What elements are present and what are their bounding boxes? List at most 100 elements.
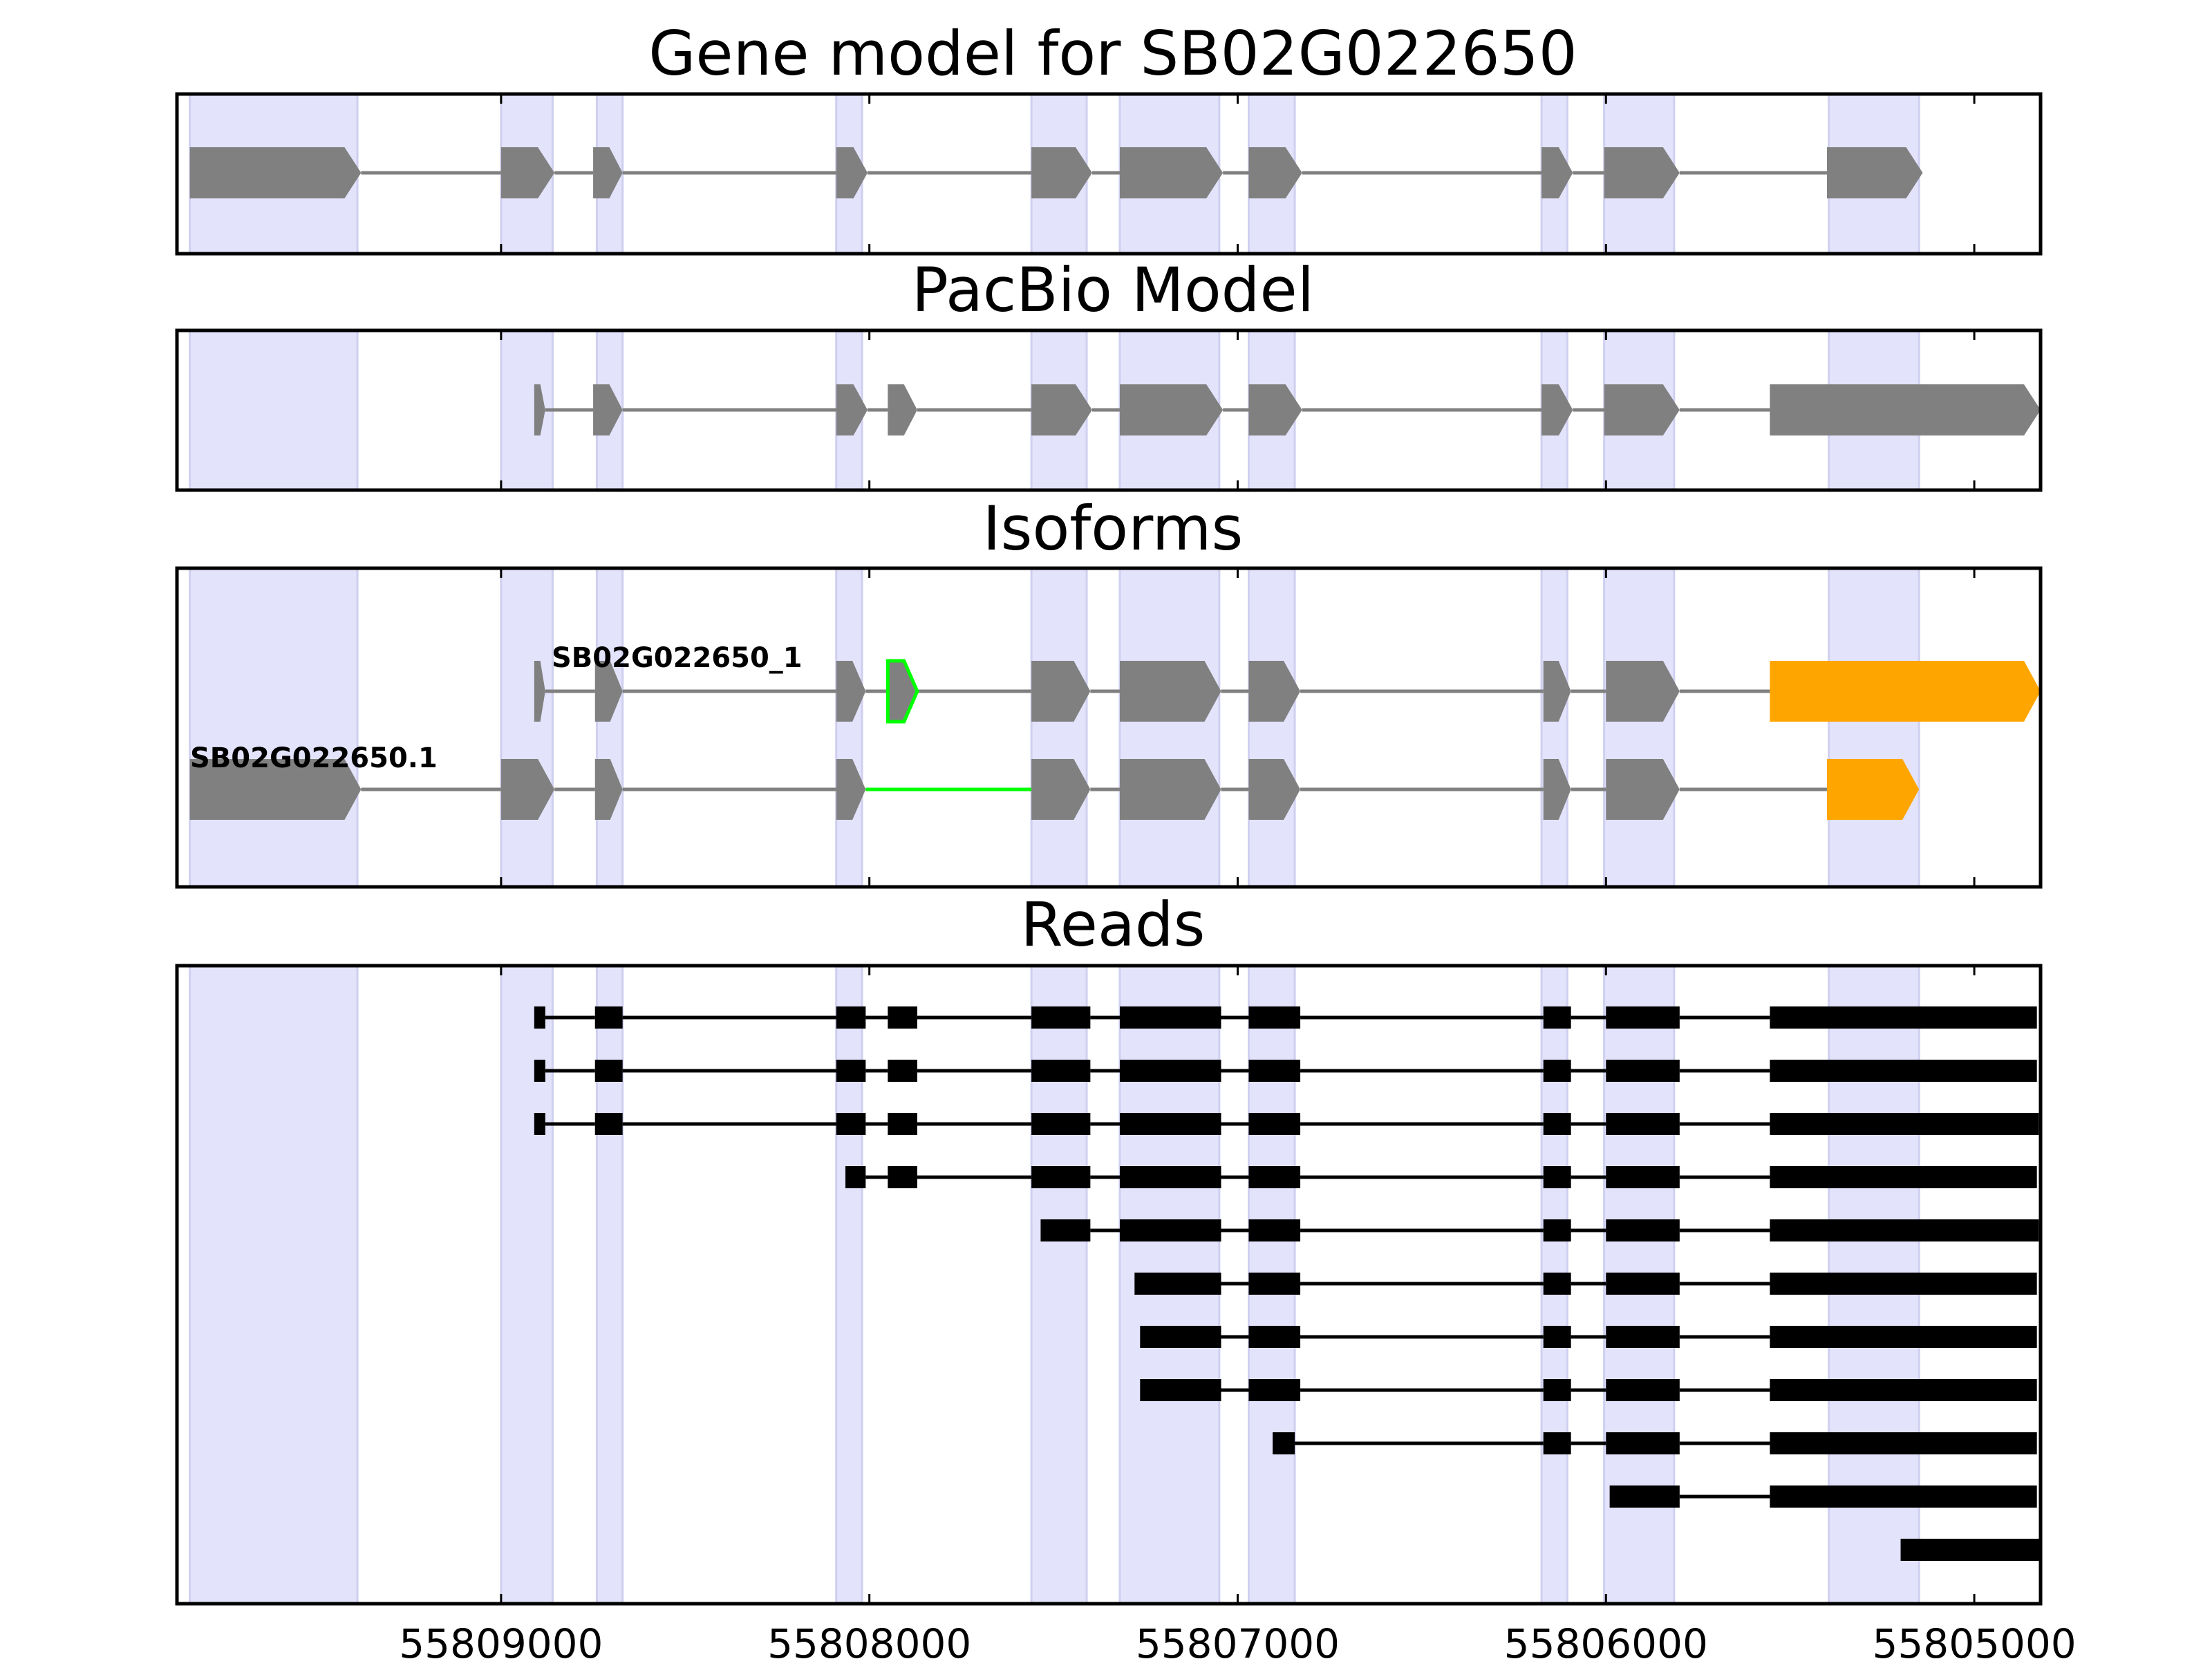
read-block xyxy=(1770,1326,2037,1348)
read-block xyxy=(1119,1006,1221,1029)
read-block xyxy=(1543,1060,1571,1082)
exon-feature xyxy=(1119,147,1224,198)
read-block xyxy=(594,1060,623,1082)
read-block xyxy=(1543,1326,1571,1348)
read-track xyxy=(845,1166,2037,1188)
read-block xyxy=(1248,1006,1301,1029)
panel-reads xyxy=(175,964,2043,1606)
x-axis-tick-labels: 55809000 55808000 55807000 55806000 5580… xyxy=(399,1620,2076,1659)
read-block xyxy=(1248,1113,1301,1135)
gene-track xyxy=(189,147,1923,198)
read-block xyxy=(1248,1166,1301,1188)
exon-feature xyxy=(885,659,919,724)
exon-feature xyxy=(500,147,555,198)
exon-feature xyxy=(1826,759,1920,820)
read-block xyxy=(1119,1166,1221,1188)
read-block xyxy=(1770,1166,2037,1188)
read-track xyxy=(1140,1326,2037,1348)
exon-feature xyxy=(1248,759,1301,820)
exon-feature xyxy=(1770,661,2041,722)
read-block xyxy=(888,1006,917,1029)
exon-feature xyxy=(593,147,623,198)
x-tick-label: 55806000 xyxy=(1504,1620,1708,1659)
panel-title-reads: Reads xyxy=(1021,889,1206,960)
panel-frame xyxy=(175,964,2043,1606)
exon-feature xyxy=(1119,384,1224,435)
isoform-label-pacbio: SB02G022650_1 xyxy=(552,642,803,674)
exon-band xyxy=(1247,567,1296,888)
exon-band xyxy=(595,567,624,888)
read-block xyxy=(1606,1113,1680,1135)
panel-title-isoforms: Isoforms xyxy=(983,493,1244,564)
read-block xyxy=(888,1060,917,1082)
exon-feature xyxy=(1248,661,1301,722)
read-block xyxy=(1606,1006,1680,1029)
read-block xyxy=(1770,1060,2037,1082)
read-block xyxy=(1606,1432,1680,1454)
read-block xyxy=(1900,1539,2041,1561)
read-block xyxy=(1031,1060,1091,1082)
read-block xyxy=(1543,1432,1571,1454)
read-block xyxy=(1119,1219,1221,1241)
exon-feature xyxy=(1606,759,1680,820)
read-block xyxy=(594,1113,623,1135)
panels-layer xyxy=(175,92,2043,1606)
exon-feature xyxy=(836,661,866,722)
read-block xyxy=(836,1113,866,1135)
exon-feature xyxy=(534,661,545,722)
read-track xyxy=(1140,1379,2037,1401)
x-tick-label: 55805000 xyxy=(1872,1620,2076,1659)
read-block xyxy=(1606,1060,1680,1082)
read-block xyxy=(534,1060,545,1082)
read-block xyxy=(1031,1006,1091,1029)
read-block xyxy=(534,1113,545,1135)
read-block xyxy=(1770,1273,2037,1295)
exon-feature xyxy=(836,147,868,198)
panel-frame xyxy=(175,328,2043,492)
exon-feature xyxy=(888,384,917,435)
gene-track xyxy=(534,384,2041,435)
read-block xyxy=(1770,1432,2037,1454)
exon-band xyxy=(835,567,863,888)
panel-pacbio-model xyxy=(175,328,2043,492)
read-block xyxy=(1273,1432,1295,1454)
gene-track xyxy=(534,659,2041,724)
exon-feature xyxy=(1541,147,1573,198)
read-block xyxy=(1119,1060,1221,1082)
panel-frame xyxy=(175,566,2043,889)
read-block xyxy=(1543,1113,1571,1135)
read-block xyxy=(1248,1379,1301,1401)
gene-track xyxy=(189,759,1920,820)
exon-band xyxy=(1540,567,1568,888)
read-block xyxy=(1248,1273,1301,1295)
read-block xyxy=(1031,1166,1091,1188)
read-track xyxy=(534,1113,2039,1135)
exon-feature xyxy=(1604,147,1680,198)
panel-frame xyxy=(175,92,2043,256)
exon-feature xyxy=(594,759,623,820)
exon-feature xyxy=(836,759,866,820)
read-block xyxy=(1770,1219,2039,1241)
read-block xyxy=(1606,1379,1680,1401)
exon-feature xyxy=(1604,384,1680,435)
exon-feature xyxy=(1119,661,1221,722)
read-block xyxy=(1543,1166,1571,1188)
exon-band xyxy=(1118,567,1221,888)
read-block xyxy=(1770,1006,2037,1029)
read-block xyxy=(1543,1379,1571,1401)
exon-feature xyxy=(1826,147,1923,198)
read-block xyxy=(1606,1219,1680,1241)
read-block xyxy=(1606,1326,1680,1348)
x-tick-label: 55807000 xyxy=(1136,1620,1340,1659)
read-block xyxy=(836,1006,866,1029)
read-block xyxy=(1606,1166,1680,1188)
exon-feature xyxy=(593,384,623,435)
read-block xyxy=(1770,1379,2037,1401)
read-block xyxy=(1543,1006,1571,1029)
exon-feature xyxy=(1770,384,2041,435)
read-block xyxy=(1543,1219,1571,1241)
read-block xyxy=(1248,1326,1301,1348)
exon-feature xyxy=(1606,661,1680,722)
read-block xyxy=(888,1113,917,1135)
